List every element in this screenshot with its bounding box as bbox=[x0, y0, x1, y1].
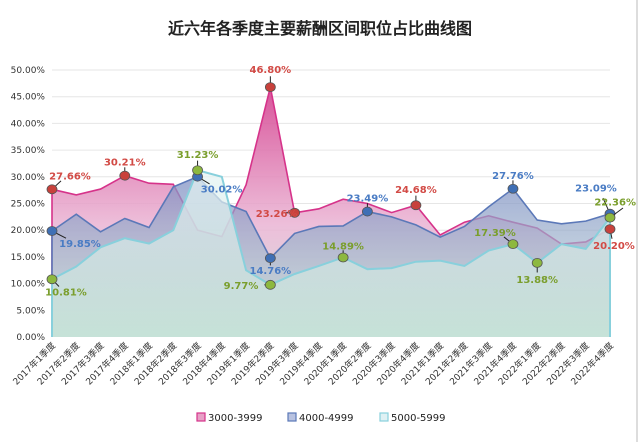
data-label: 14.76% bbox=[250, 266, 292, 277]
legend-label: 4000-4999 bbox=[299, 413, 354, 424]
legend-swatch-4000-4999 bbox=[287, 412, 297, 422]
data-label: 30.21% bbox=[104, 158, 146, 169]
data-label: 13.88% bbox=[516, 275, 558, 286]
data-label: 10.81% bbox=[45, 287, 87, 298]
y-tick-label: 50.00% bbox=[11, 66, 46, 76]
legend-swatch-5000-5999 bbox=[379, 412, 389, 422]
area-5000-5999 bbox=[52, 170, 610, 337]
data-label: 14.89% bbox=[322, 241, 364, 252]
y-tick-label: 20.00% bbox=[11, 226, 46, 236]
data-label: 22.36% bbox=[594, 198, 636, 209]
data-label: 17.39% bbox=[474, 228, 516, 239]
data-label: 20.20% bbox=[593, 241, 635, 252]
y-axis: 0.00% 5.00% 10.00% 15.00% 20.00% 25.00% 30.00%… bbox=[11, 66, 46, 343]
data-label: 30.02% bbox=[201, 185, 243, 196]
y-tick-label: 40.00% bbox=[11, 119, 46, 129]
data-label: 19.85% bbox=[59, 239, 101, 250]
data-marker bbox=[119, 170, 131, 181]
legend-label: 3000-3999 bbox=[208, 413, 263, 424]
data-marker bbox=[46, 274, 58, 285]
y-tick-label: 35.00% bbox=[11, 146, 46, 156]
data-marker bbox=[604, 224, 616, 235]
data-marker bbox=[46, 184, 58, 195]
y-tick-label: 10.00% bbox=[11, 280, 46, 290]
y-tick-label: 25.00% bbox=[11, 200, 46, 210]
series-areas bbox=[51, 86, 611, 337]
data-label: 31.23% bbox=[177, 150, 219, 161]
data-marker bbox=[410, 200, 422, 211]
data-markers: 27.66% 30.21% 46.80% 23.26% 24.68% 20.20% 19.8… bbox=[45, 65, 636, 298]
y-tick-label: 45.00% bbox=[11, 93, 46, 103]
data-marker bbox=[507, 183, 519, 194]
x-axis: 2017年1季度2017年2季度2017年3季度2017年4季度2018年1季度… bbox=[10, 340, 616, 388]
data-marker bbox=[264, 253, 276, 264]
legend-swatch-3000-3999 bbox=[196, 412, 206, 422]
legend-label: 5000-5999 bbox=[391, 413, 446, 424]
data-marker bbox=[507, 239, 519, 250]
y-tick-label: 0.00% bbox=[16, 333, 45, 343]
data-marker bbox=[264, 82, 276, 92]
data-label: 9.77% bbox=[224, 281, 259, 292]
data-label: 46.80% bbox=[250, 65, 292, 76]
chart-title: 近六年各季度主要薪酬区间职位占比曲线图 bbox=[168, 19, 472, 38]
data-marker bbox=[531, 257, 543, 268]
line-4000-4999 bbox=[51, 175, 611, 337]
data-marker bbox=[337, 252, 349, 263]
data-marker bbox=[46, 226, 58, 236]
y-tick-label: 15.00% bbox=[11, 253, 46, 263]
data-marker bbox=[361, 206, 373, 217]
x-tick-label: 2017年1季度 bbox=[10, 340, 58, 388]
data-marker bbox=[289, 207, 301, 218]
data-marker bbox=[604, 212, 616, 223]
data-label: 27.66% bbox=[49, 171, 91, 182]
data-marker bbox=[264, 279, 276, 290]
data-label: 27.76% bbox=[492, 171, 534, 182]
data-label: 23.26% bbox=[256, 209, 298, 220]
data-label: 24.68% bbox=[395, 185, 437, 196]
data-label: 23.49% bbox=[347, 194, 389, 205]
data-label: 23.09% bbox=[575, 184, 617, 195]
legend: 3000-3999 4000-4999 5000-5999 bbox=[196, 412, 446, 424]
data-marker bbox=[192, 165, 203, 176]
y-tick-label: 5.00% bbox=[16, 306, 45, 316]
y-tick-label: 30.00% bbox=[11, 173, 46, 183]
